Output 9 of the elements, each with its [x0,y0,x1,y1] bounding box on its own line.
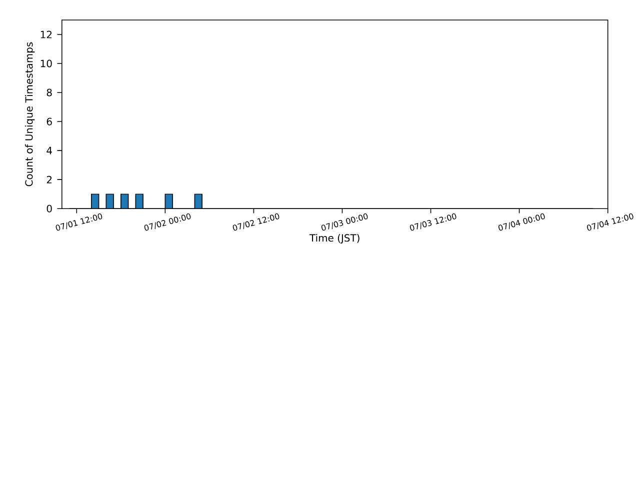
x-axis-title: Time (JST) [309,234,360,244]
y-tick-label: 10 [40,60,52,68]
y-tick-label: 12 [40,30,52,38]
y-tick-label: 8 [46,88,52,96]
y-tick-label: 2 [46,176,52,184]
y-tick-label: 6 [46,118,52,126]
y-tick-label: 4 [46,146,52,154]
y-tick-label: 0 [46,204,52,212]
y-axis-title: Count of Unique Timestamps [25,42,35,186]
